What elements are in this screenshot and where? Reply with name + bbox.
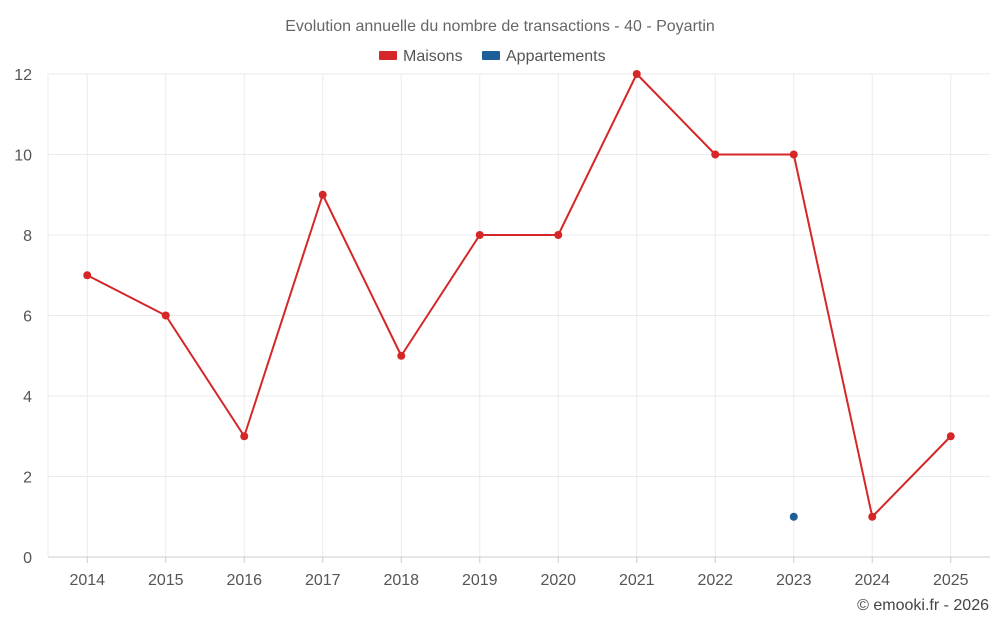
data-point-appartements-2023[interactable] [789, 512, 798, 521]
data-point-maisons-2020[interactable] [554, 231, 563, 239]
data-point-maisons-2019[interactable] [475, 231, 484, 239]
y-tick-label: 4 [23, 389, 32, 406]
chart-title: Evolution annuelle du nombre de transact… [285, 18, 715, 35]
data-point-maisons-2018[interactable] [397, 351, 406, 360]
x-tick-label: 2025 [933, 572, 969, 589]
data-point-maisons-2015[interactable] [161, 311, 170, 320]
y-tick-label: 12 [14, 67, 32, 84]
legend: Maisons Appartements [379, 48, 606, 65]
x-tick-label: 2016 [226, 572, 262, 589]
data-point-maisons-2023[interactable] [789, 150, 798, 159]
legend-swatch-maisons [379, 51, 397, 60]
data-point-maisons-2016[interactable] [240, 432, 249, 441]
y-tick-label: 10 [14, 148, 32, 165]
axes: 0 2 4 6 8 10 12 2014 2015 2016 2017 2018 2019 2020 202… [14, 67, 990, 589]
legend-label-maisons[interactable]: Maisons [403, 48, 463, 65]
legend-label-appartements[interactable]: Appartements [506, 48, 606, 65]
data-points [83, 70, 955, 521]
data-point-maisons-2025[interactable] [946, 432, 955, 441]
data-point-maisons-2017[interactable] [318, 190, 327, 199]
x-tick-label: 2021 [619, 572, 655, 589]
data-point-maisons-2024[interactable] [868, 512, 877, 521]
data-point-maisons-2014[interactable] [83, 271, 92, 280]
y-tick-label: 0 [23, 550, 32, 567]
x-tick-label: 2017 [305, 572, 341, 589]
x-tick-label: 2015 [148, 572, 184, 589]
y-tick-label: 8 [23, 228, 32, 245]
x-tick-label: 2020 [540, 572, 576, 589]
x-tick-label: 2014 [69, 572, 105, 589]
x-tick-label: 2018 [383, 572, 419, 589]
y-tick-label: 2 [23, 470, 32, 487]
data-point-maisons-2021[interactable] [632, 70, 641, 78]
x-tick-label: 2019 [462, 572, 498, 589]
series-lines [86, 73, 952, 518]
credit-text: © emooki.fr - 2026 [857, 597, 989, 614]
series-line-maisons [86, 73, 952, 518]
legend-swatch-appartements [482, 51, 500, 60]
x-tick-label: 2022 [697, 572, 733, 589]
data-point-maisons-2022[interactable] [711, 150, 720, 159]
x-tick-label: 2023 [776, 572, 812, 589]
x-tick-label: 2024 [854, 572, 890, 589]
grid-lines [48, 73, 990, 557]
y-tick-label: 6 [23, 309, 32, 326]
